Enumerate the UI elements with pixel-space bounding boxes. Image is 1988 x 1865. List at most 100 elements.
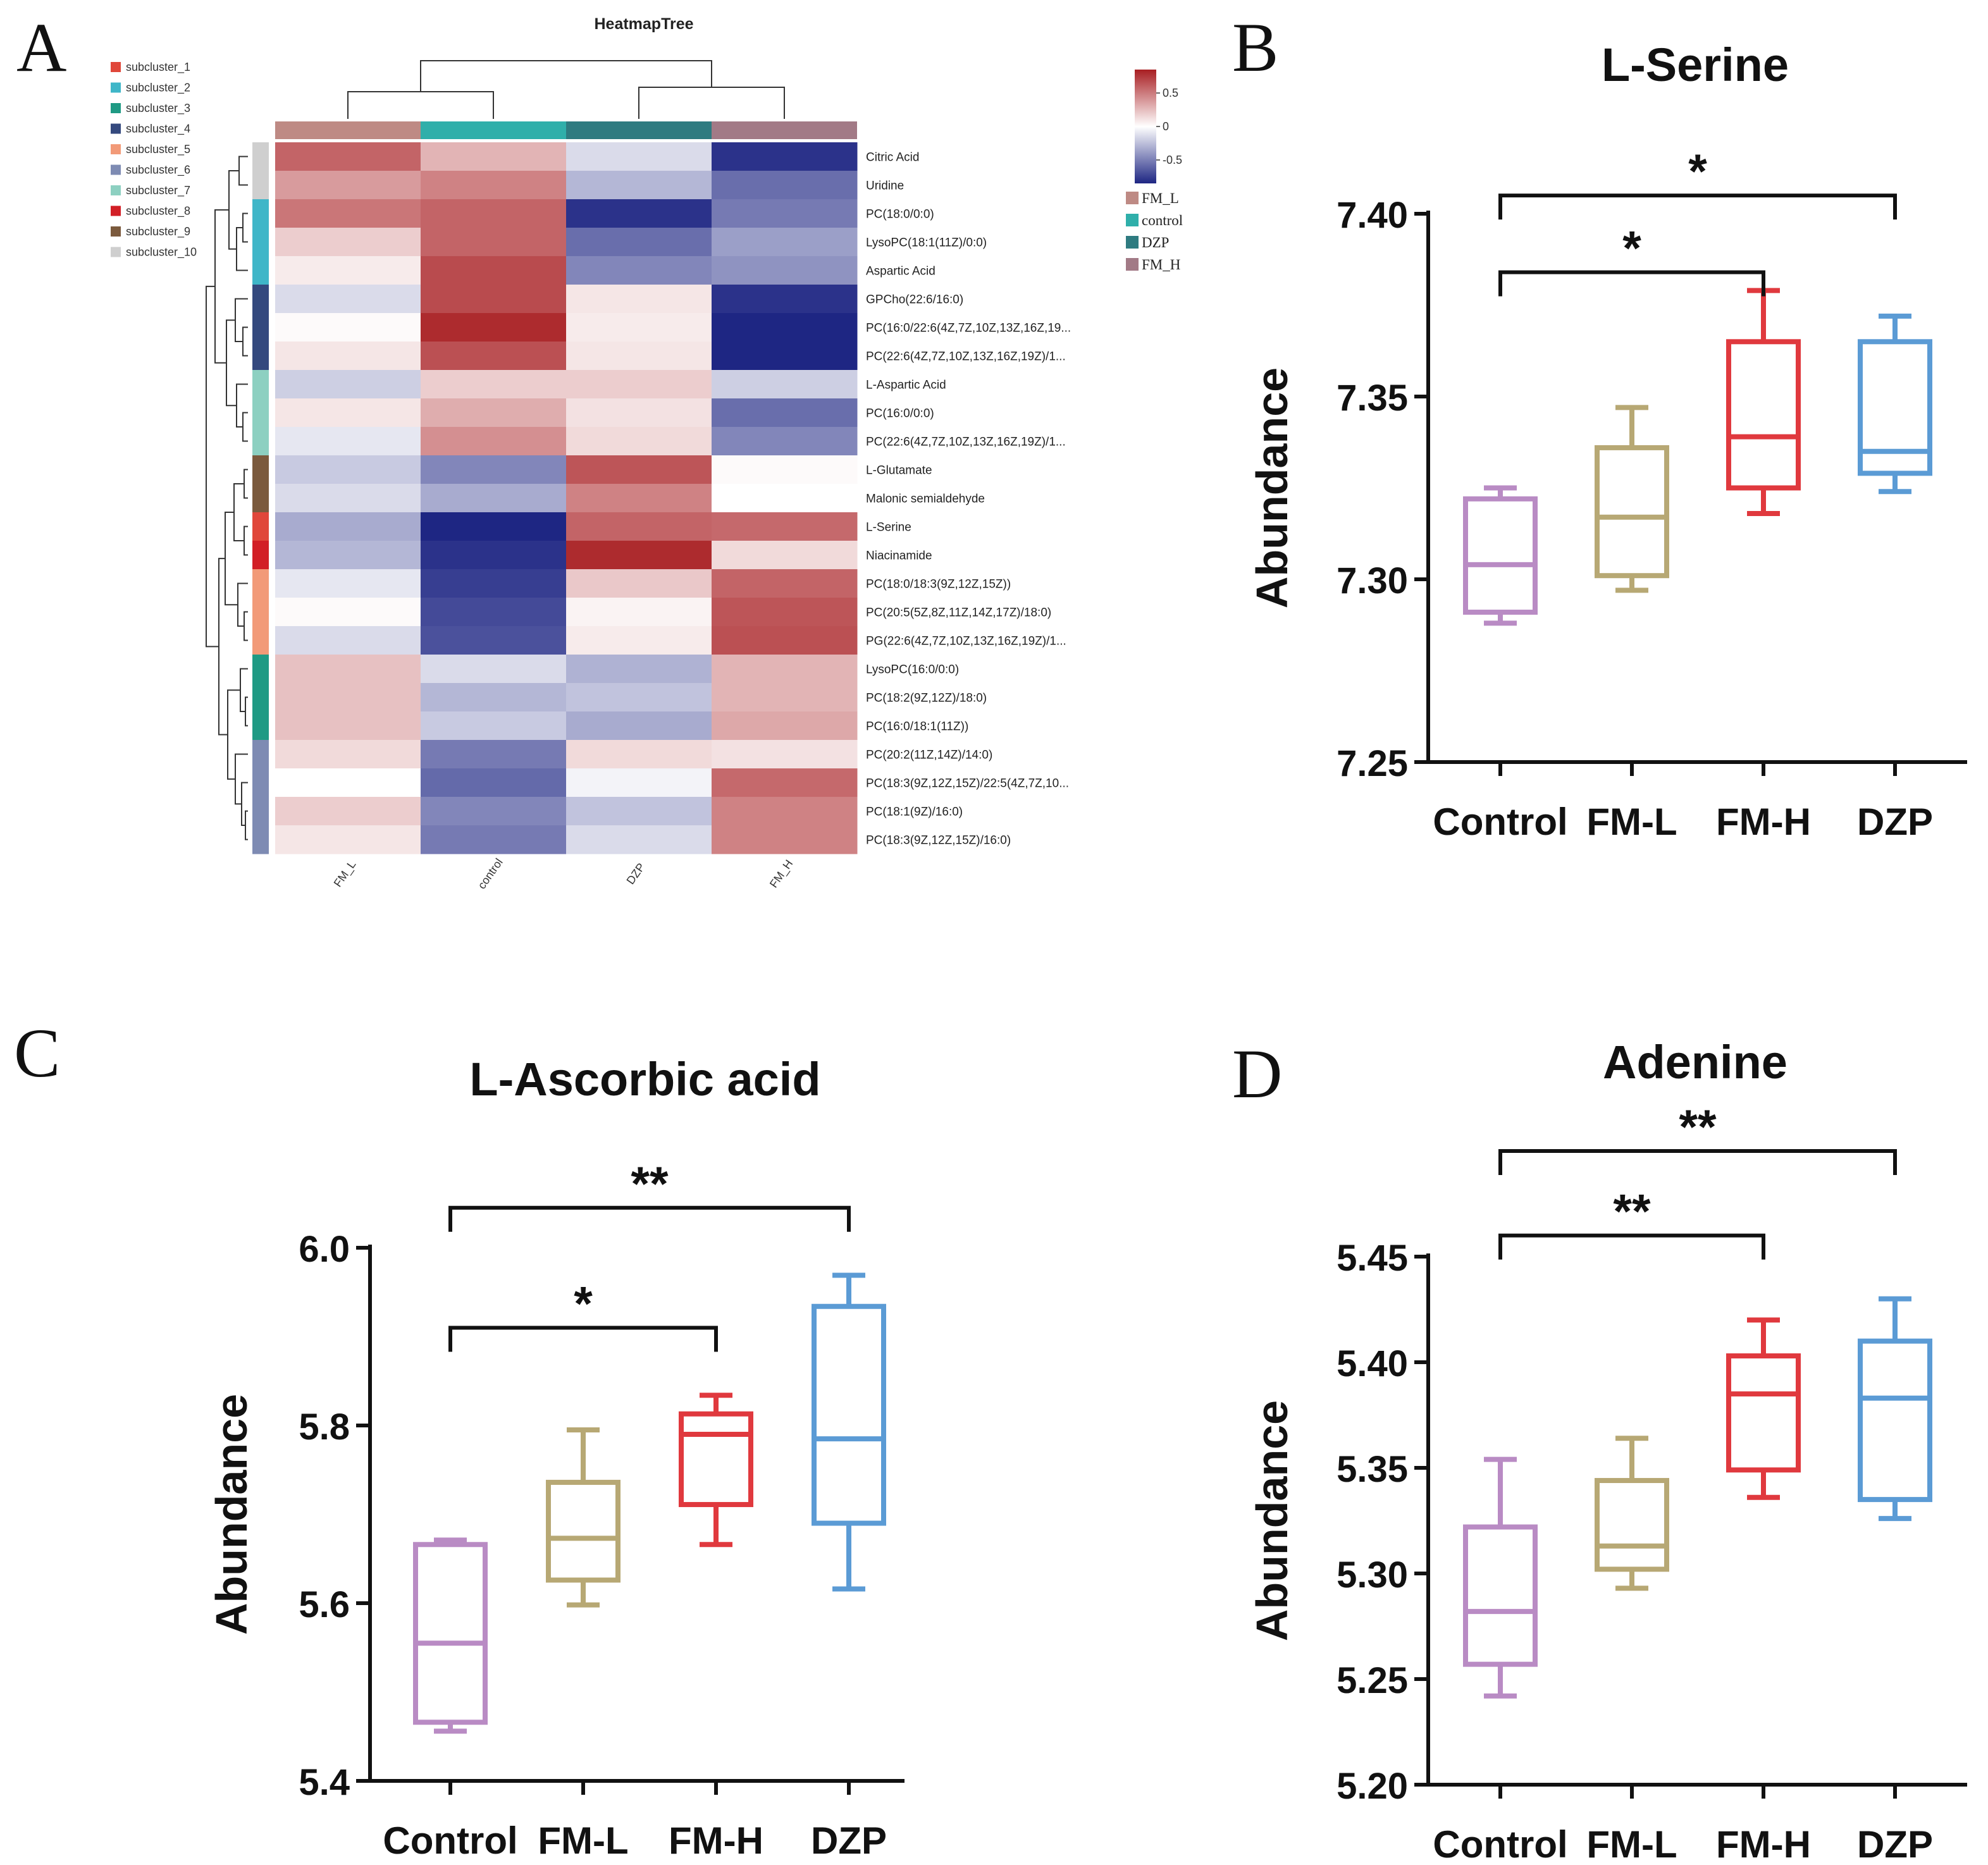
- row-label: PC(18:2(9Z,12Z)/18:0): [866, 692, 987, 705]
- heatmap-cell: [275, 569, 421, 598]
- heatmap-cell: [275, 626, 421, 655]
- subcluster-label: subcluster_1: [126, 61, 190, 74]
- heatmap-cell: [712, 370, 858, 399]
- heatmap-cell: [712, 683, 858, 712]
- row-label: PC(16:0/18:1(11Z)): [866, 720, 968, 734]
- subcluster-swatch: [111, 226, 121, 237]
- heatmap-cell: [566, 342, 712, 371]
- subcluster-swatch: [111, 123, 121, 134]
- heatmap-cell: [712, 768, 858, 797]
- heatmap-cell: [712, 455, 858, 484]
- subcluster-color-segment: [252, 541, 269, 570]
- subcluster-label: subcluster_10: [126, 246, 197, 259]
- heatmap-cell: [275, 740, 421, 769]
- heatmap-cell: [566, 455, 712, 484]
- y-tick-label: 5.6: [299, 1584, 350, 1625]
- subcluster-color-segment: [252, 740, 269, 769]
- heatmap-cell: [275, 683, 421, 712]
- heatmap-cell: [566, 569, 712, 598]
- significance-bracket: [448, 1205, 851, 1232]
- y-tick-label: 5.35: [1337, 1449, 1408, 1490]
- subcluster-label: subcluster_6: [126, 164, 190, 177]
- subcluster-label: subcluster_8: [126, 205, 190, 218]
- row-label: PC(18:0/0:0): [866, 208, 934, 221]
- heatmap-cell: [421, 825, 567, 854]
- heatmap-cell: [566, 228, 712, 257]
- heatmap-cell: [275, 285, 421, 314]
- x-tick-label: Control: [383, 1819, 517, 1862]
- heatmap-cell: [275, 171, 421, 200]
- heatmap-cell: [712, 512, 858, 541]
- row-label: Aspartic Acid: [866, 265, 935, 278]
- row-labels: Citric Acid Uridine PC(18:0/0:0) LysoPC(18:…: [866, 151, 1071, 847]
- subcluster-color-segment: [252, 655, 269, 684]
- subcluster-swatch: [111, 206, 121, 216]
- x-tick-label: FM-L: [1586, 1823, 1677, 1865]
- heatmap-cell: [712, 825, 858, 854]
- y-tick-label: 7.40: [1337, 195, 1408, 236]
- heatmap-cell: [421, 342, 567, 371]
- heatmap-cell: [712, 655, 858, 684]
- heatmap-cell: [275, 228, 421, 257]
- y-tick-label: 6.0: [299, 1229, 350, 1270]
- box-iqr: [812, 1303, 886, 1526]
- heatmap-cell: [421, 512, 567, 541]
- chart-title: L-Serine: [1602, 39, 1789, 91]
- subcluster-color-segment: [252, 484, 269, 513]
- heatmap-cell: [566, 797, 712, 826]
- heatmap-cell: [566, 313, 712, 342]
- subcluster-color-segment: [252, 512, 269, 541]
- row-label: PG(22:6(4Z,7Z,10Z,13Z,16Z,19Z)/1...: [866, 635, 1066, 648]
- heatmap-cell: [421, 199, 567, 228]
- heatmap-cell: [421, 797, 567, 826]
- column-dendrogram: [347, 60, 785, 119]
- box-iqr: [1463, 1524, 1538, 1667]
- subcluster-label: subcluster_4: [126, 123, 190, 136]
- colorbar-ramp: [1135, 70, 1156, 183]
- heatmap-cell: [421, 598, 567, 627]
- colorbar-tick-label: -0.5: [1163, 154, 1182, 166]
- row-label: PC(16:0/0:0): [866, 407, 934, 421]
- subcluster-label: subcluster_2: [126, 82, 190, 95]
- heatmap-cell: [712, 427, 858, 456]
- row-label: PC(22:6(4Z,7Z,10Z,13Z,16Z,19Z)/1...: [866, 436, 1066, 449]
- row-dendrogram: [206, 156, 248, 840]
- heatmap-cell: [712, 313, 858, 342]
- heatmap-cell: [421, 541, 567, 570]
- heatmap-cell: [275, 142, 421, 171]
- significance-label: *: [1622, 221, 1641, 275]
- dendrogram-branch: [206, 285, 219, 648]
- subcluster-color-segment: [252, 256, 269, 285]
- row-label: LysoPC(16:0/0:0): [866, 663, 959, 677]
- subcluster-color-segment: [252, 199, 269, 228]
- adenine-boxplot-panel: Adenine 5.20 5.25 5.30 5.35 5.40 5.45 Abundance…: [1247, 1036, 1967, 1865]
- chart-title: L-Ascorbic acid: [469, 1053, 820, 1105]
- x-tick-label: DZP: [1857, 801, 1933, 843]
- subcluster-legend: subcluster_1 subcluster_2 subcluster_3subc…: [111, 61, 197, 259]
- x-tick-label: FM-H: [1716, 1823, 1811, 1865]
- heatmap-cell: [421, 626, 567, 655]
- heatmap-cell: [712, 256, 858, 285]
- subcluster-color-segment: [252, 228, 269, 257]
- y-tick-label: 5.40: [1337, 1343, 1408, 1384]
- heatmap-cell: [421, 285, 567, 314]
- heatmap-cell: [566, 171, 712, 200]
- heatmap-cell: [712, 199, 858, 228]
- y-tick-label: 5.4: [299, 1762, 350, 1803]
- chart-title: Adenine: [1603, 1036, 1787, 1088]
- x-tick-label: DZP: [811, 1819, 887, 1862]
- subcluster-color-segment: [252, 768, 269, 797]
- row-label: Citric Acid: [866, 151, 919, 164]
- significance-bracket: [1498, 270, 1765, 297]
- row-label: Malonic semialdehyde: [866, 493, 985, 506]
- group-legend-label: FM_H: [1142, 257, 1180, 273]
- subcluster-color-bar: [252, 142, 269, 854]
- y-tick-label: 5.8: [299, 1406, 350, 1448]
- heatmap-cell: [421, 398, 567, 428]
- y-tick-label: 5.25: [1337, 1660, 1408, 1701]
- significance-label: *: [1688, 145, 1707, 199]
- significance-bracket: [1498, 194, 1897, 220]
- y-tick-label: 7.35: [1337, 378, 1408, 419]
